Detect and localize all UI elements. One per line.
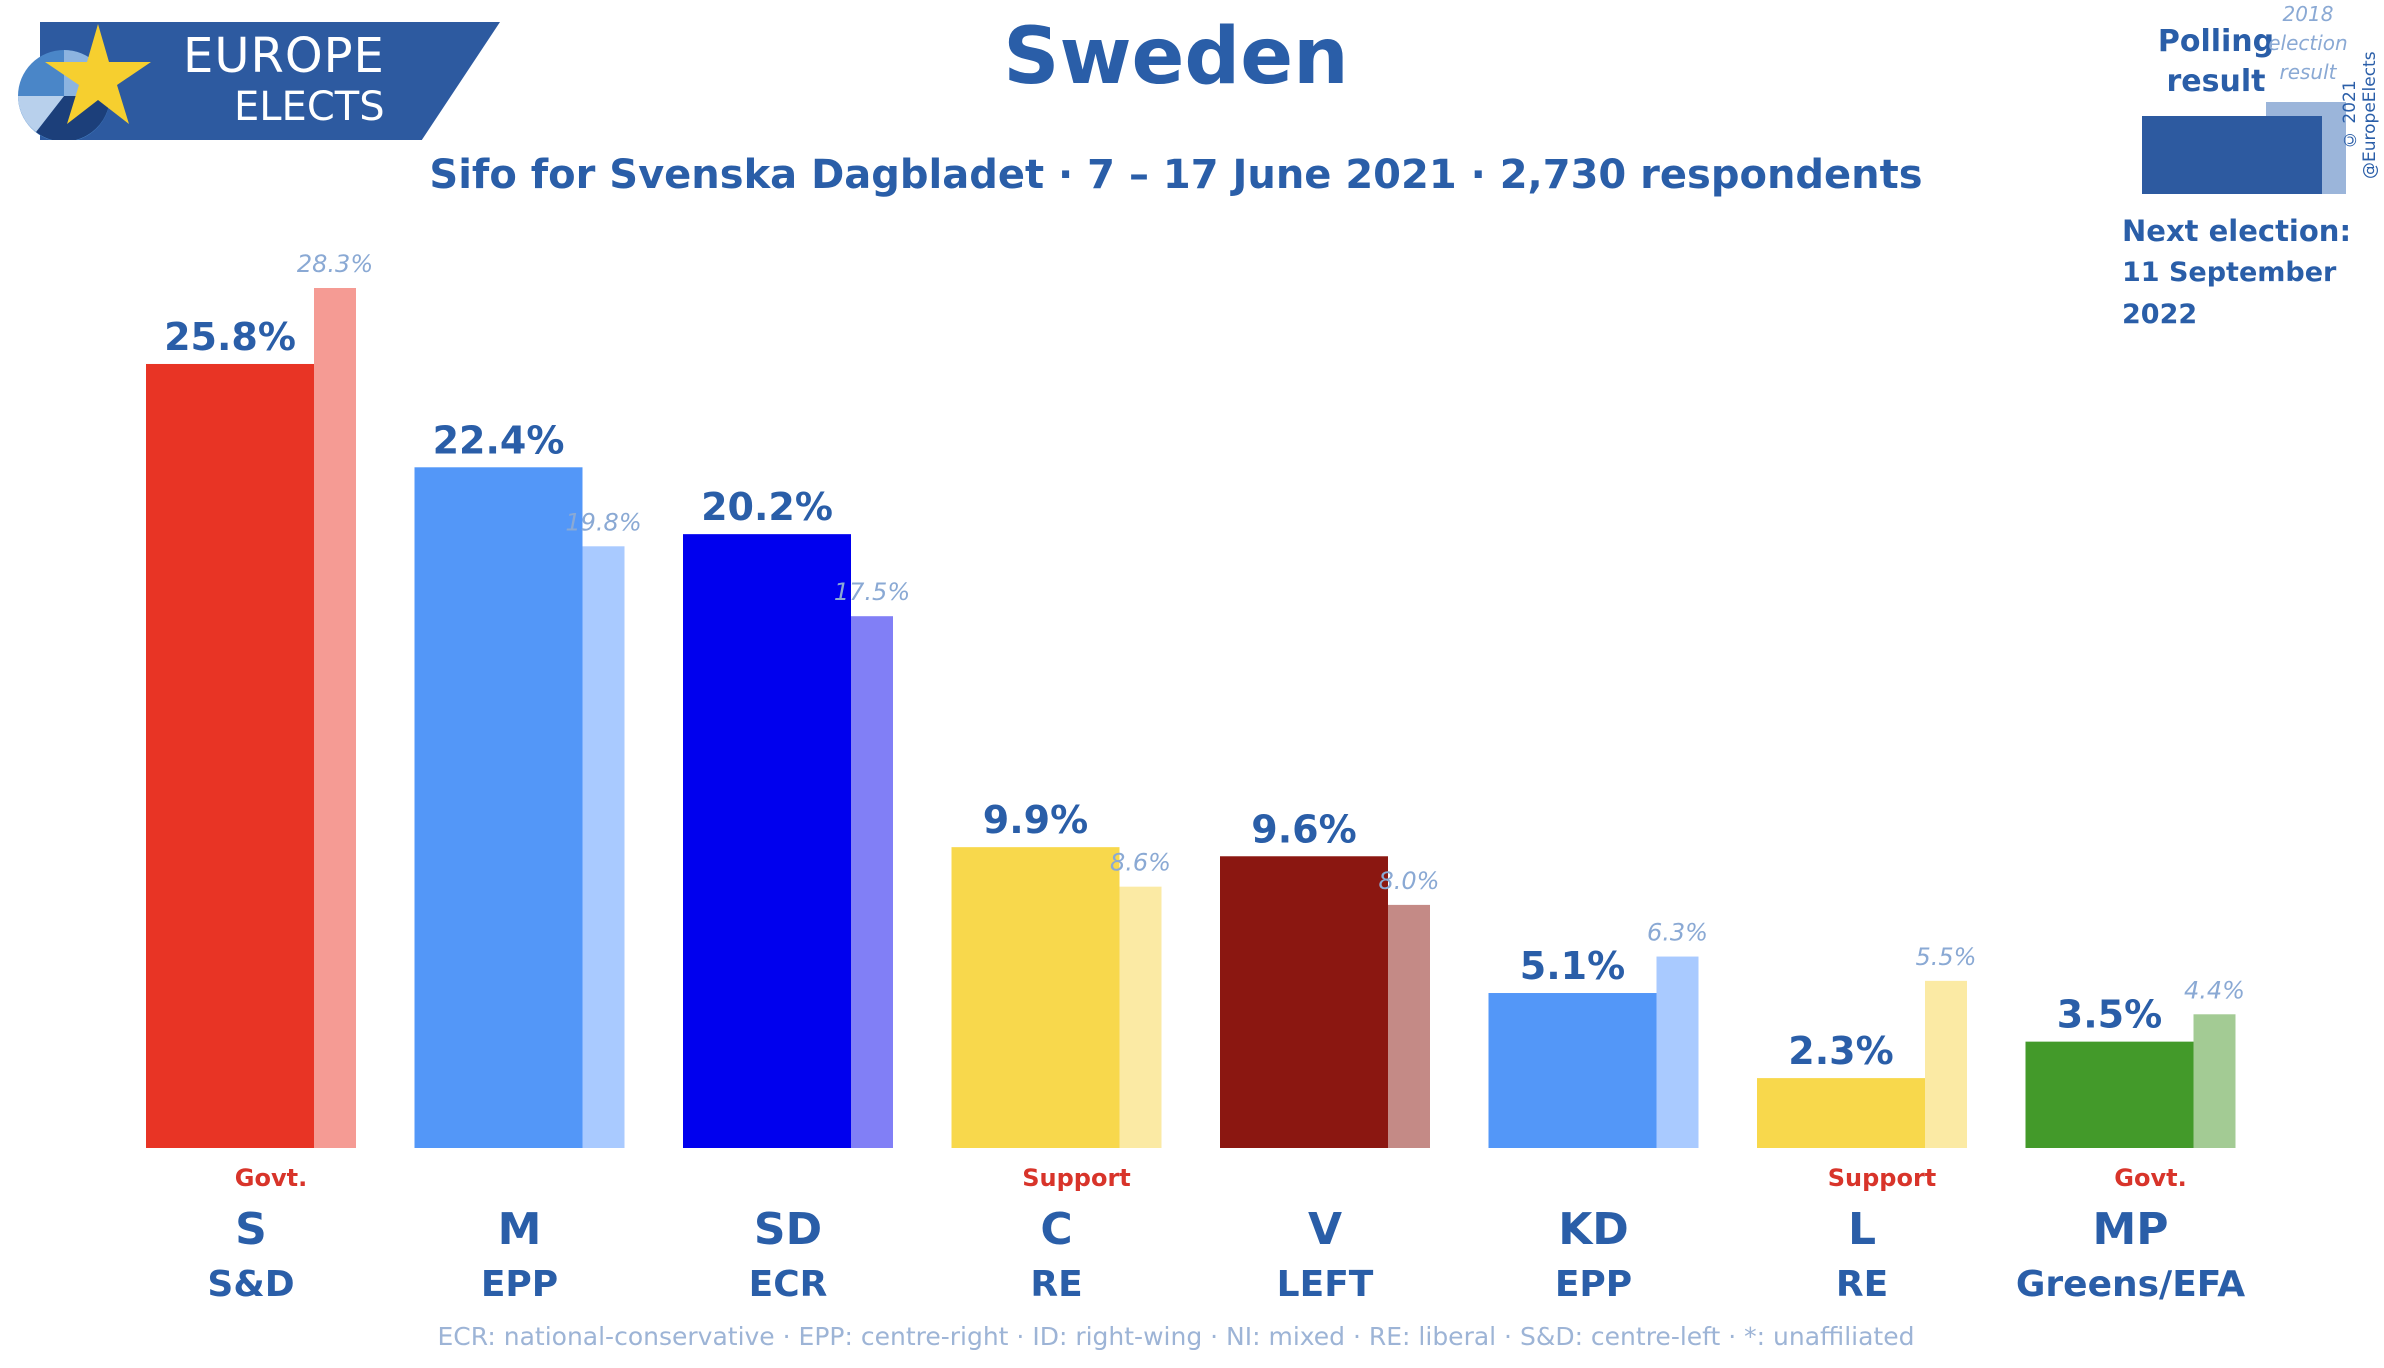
poll-bar bbox=[683, 534, 851, 1148]
party-label: S bbox=[235, 1204, 267, 1255]
poll-bar bbox=[2025, 1041, 2194, 1148]
poll-bar bbox=[1757, 1078, 1925, 1148]
legend-polling-label: Polling result bbox=[2157, 24, 2275, 99]
party-label: V bbox=[1308, 1204, 1342, 1255]
coalition-status-label: Support bbox=[1828, 1164, 1937, 1192]
poll-bar bbox=[1220, 856, 1388, 1148]
poll-bar bbox=[414, 467, 583, 1148]
poll-value-label: 22.4% bbox=[433, 418, 565, 462]
chart-subtitle: Sifo for Svenska Dagbladet · 7 – 17 June… bbox=[429, 152, 1923, 198]
chart-title: Sweden bbox=[1003, 12, 1349, 102]
election-value-label: 4.4% bbox=[2184, 976, 2245, 1004]
poll-value-label: 20.2% bbox=[701, 485, 833, 529]
election-bar bbox=[2193, 1014, 2236, 1148]
election-bar bbox=[851, 616, 893, 1148]
eu-group-label: EPP bbox=[1555, 1264, 1632, 1305]
eu-group-label: RE bbox=[1030, 1264, 1082, 1305]
next-election: Next election: 11 September 2022 bbox=[2122, 210, 2384, 336]
election-value-label: 8.6% bbox=[1110, 849, 1171, 877]
eu-group-label: ECR bbox=[749, 1264, 828, 1305]
election-bar bbox=[1925, 980, 1967, 1148]
coalition-status-label: Govt. bbox=[235, 1164, 307, 1192]
election-bar bbox=[314, 288, 356, 1148]
party-label: C bbox=[1040, 1204, 1072, 1255]
eu-group-label: EPP bbox=[481, 1264, 558, 1305]
next-election-label: Next election: bbox=[2122, 214, 2352, 248]
poll-value-label: 9.9% bbox=[983, 798, 1088, 842]
election-bar bbox=[1656, 956, 1699, 1148]
europe-elects-logo: EUROPE ELECTS bbox=[0, 22, 500, 140]
party-label: L bbox=[1848, 1204, 1876, 1255]
eu-group-label: LEFT bbox=[1277, 1264, 1374, 1305]
party-label: SD bbox=[754, 1204, 822, 1255]
election-bar bbox=[1119, 886, 1162, 1148]
poll-value-label: 2.3% bbox=[1788, 1029, 1893, 1073]
coalition-status-label: Support bbox=[1022, 1164, 1131, 1192]
party-label: KD bbox=[1558, 1204, 1629, 1255]
party-label: M bbox=[498, 1204, 542, 1255]
election-value-label: 17.5% bbox=[834, 578, 910, 606]
logo-text-europe: EUROPE bbox=[183, 28, 385, 84]
coalition-status-label: Govt. bbox=[2114, 1164, 2186, 1192]
legend-polling-swatch bbox=[2142, 116, 2322, 194]
election-value-label: 6.3% bbox=[1647, 919, 1708, 947]
poll-bar bbox=[146, 363, 314, 1148]
footnote: ECR: national-conservative · EPP: centre… bbox=[437, 1322, 1915, 1351]
logo-text-elects: ELECTS bbox=[234, 84, 385, 130]
poll-value-label: 9.6% bbox=[1251, 807, 1356, 851]
next-election-date: 11 September 2022 bbox=[2122, 257, 2337, 330]
poll-value-label: 5.1% bbox=[1520, 944, 1625, 988]
legend-election-label: 2018 election result bbox=[2268, 2, 2348, 84]
election-value-label: 8.0% bbox=[1379, 867, 1440, 895]
election-bar bbox=[582, 546, 625, 1148]
election-value-label: 5.5% bbox=[1916, 943, 1977, 971]
poll-value-label: 3.5% bbox=[2057, 993, 2162, 1037]
poll-bar bbox=[1488, 993, 1657, 1148]
eu-group-label: S&D bbox=[207, 1264, 294, 1305]
poll-value-label: 25.8% bbox=[164, 315, 296, 359]
party-label: MP bbox=[2092, 1204, 2168, 1255]
legend: Polling result 2018 election result bbox=[2120, 0, 2384, 300]
election-value-label: 28.3% bbox=[297, 250, 373, 278]
election-value-label: 19.8% bbox=[565, 508, 641, 536]
logo-star-icon bbox=[18, 24, 151, 140]
eu-group-label: Greens/EFA bbox=[2016, 1264, 2245, 1305]
election-bar bbox=[1388, 904, 1430, 1148]
poll-bar bbox=[951, 847, 1120, 1148]
eu-group-label: RE bbox=[1836, 1264, 1888, 1305]
